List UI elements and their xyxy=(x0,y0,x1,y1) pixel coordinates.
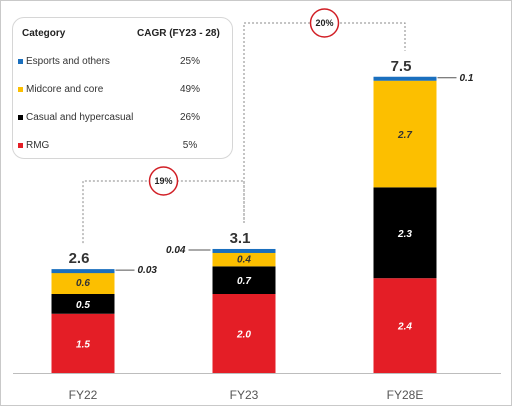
legend-label: Casual and hypercasual xyxy=(26,112,134,123)
x-tick-label: FY28E xyxy=(387,388,424,402)
cagr-badge-label: 20% xyxy=(315,18,333,28)
bar-segment xyxy=(212,266,276,294)
bar-segment xyxy=(51,294,115,314)
legend-item-esports: Esports and others 25% xyxy=(13,56,232,70)
bar-value-label: 0.5 xyxy=(76,300,90,311)
legend-label: RMG xyxy=(26,140,50,151)
bar-value-label: 2.7 xyxy=(397,130,412,141)
bar-value-label: 2.0 xyxy=(236,330,251,341)
bar-value-label: 0.7 xyxy=(237,276,251,287)
legend-swatch-esports xyxy=(18,59,23,64)
legend: Category CAGR (FY23 - 28) Esports and ot… xyxy=(12,17,233,159)
legend-cagr-value: 25% xyxy=(179,56,200,67)
cagr-badge-label: 19% xyxy=(154,176,172,186)
bar-value-label: 2.4 xyxy=(397,322,412,333)
bar-value-label: 1.5 xyxy=(76,339,90,350)
cagr-badge xyxy=(148,166,179,196)
bar-total-label: 3.1 xyxy=(230,230,251,247)
bar-segment xyxy=(51,270,115,294)
legend-item-midcore: Midcore and core 49% xyxy=(13,84,232,98)
bar-value-label: 0.4 xyxy=(237,254,251,265)
bar-segment xyxy=(373,278,437,373)
legend-header-category: Category xyxy=(22,28,66,39)
legend-cagr-value: 5% xyxy=(182,140,198,151)
legend-label: Midcore and core xyxy=(26,84,104,95)
bar-segment xyxy=(212,250,276,267)
bar-value-label: 2.3 xyxy=(397,229,412,240)
bar-total-label: 2.6 xyxy=(69,250,90,267)
bar-value-label: 0.04 xyxy=(166,245,186,256)
bar-segment xyxy=(373,76,437,81)
x-tick-label: FY22 xyxy=(69,388,98,402)
bar-segment xyxy=(51,313,115,373)
cagr-badge xyxy=(309,8,340,38)
legend-label: Esports and others xyxy=(26,56,110,67)
bar-segment xyxy=(51,269,115,274)
legend-cagr-value: 26% xyxy=(179,112,200,123)
bar-value-label: 0.03 xyxy=(138,265,158,276)
legend-header-cagr: CAGR (FY23 - 28) xyxy=(137,28,220,39)
x-tick-label: FY23 xyxy=(230,388,259,402)
bar-segment xyxy=(373,187,437,279)
bar-segment xyxy=(373,80,437,188)
legend-swatch-rmg xyxy=(18,143,23,148)
legend-cagr-value: 49% xyxy=(179,84,200,95)
bar-segment xyxy=(212,294,276,373)
bar-value-label: 0.6 xyxy=(76,278,90,289)
bar-value-label: 0.1 xyxy=(460,73,474,84)
legend-item-rmg: RMG 5% xyxy=(13,140,232,154)
legend-item-casual: Casual and hypercasual 26% xyxy=(13,112,232,126)
bar-segment xyxy=(212,248,276,253)
bar-total-label: 7.5 xyxy=(391,58,412,75)
legend-swatch-midcore xyxy=(18,87,23,92)
legend-swatch-casual xyxy=(18,115,23,120)
